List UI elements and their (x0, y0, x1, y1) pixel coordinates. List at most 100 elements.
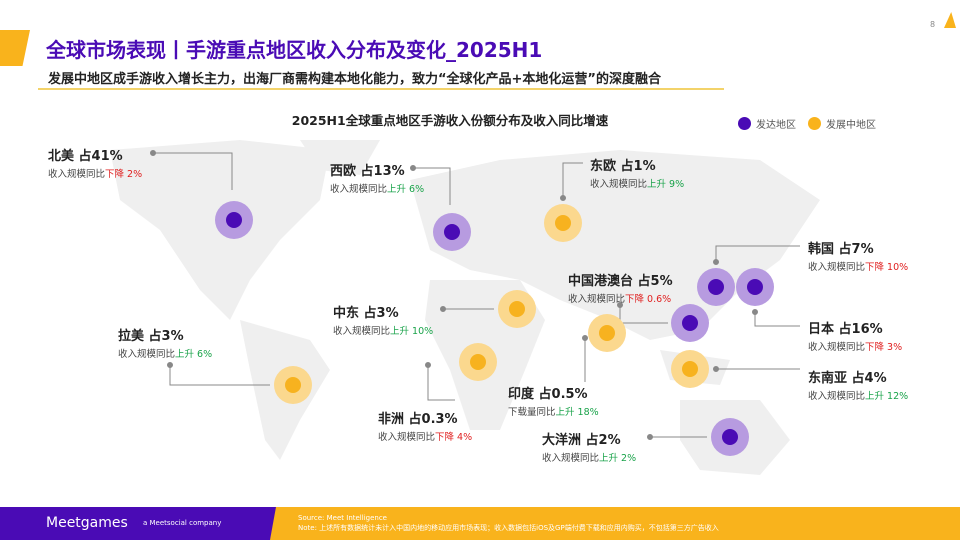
region-label: 非洲 占0.3% 收入规模同比下降 4% (378, 408, 472, 443)
region-name: 韩国 占7% (808, 242, 874, 257)
page-number: 8 (930, 20, 936, 29)
region-stat: 收入规模同比上升 12% (808, 388, 908, 402)
region-name: 非洲 占0.3% (378, 412, 458, 427)
metric-label: 收入规模同比 (118, 349, 176, 360)
region-name: 东南亚 占4% (808, 371, 887, 386)
region-name: 大洋洲 占2% (542, 433, 621, 448)
leader-dot (647, 434, 653, 440)
region-stat: 收入规模同比下降 4% (378, 429, 472, 443)
developed-dot-icon (738, 117, 751, 130)
leader-dot (582, 335, 588, 341)
world-map (110, 140, 820, 475)
change-value: 上升 6% (175, 349, 213, 360)
legend-label: 发展中地区 (826, 120, 876, 131)
leader-line (754, 312, 800, 327)
bubble-inner (708, 279, 724, 295)
region-label: 东南亚 占4% 收入规模同比上升 12% (808, 367, 908, 402)
bubble-inner (722, 429, 738, 445)
metric-label: 收入规模同比 (590, 179, 648, 190)
region-name: 印度 占0.5% (508, 387, 588, 402)
metric-label: 收入规模同比 (330, 184, 388, 195)
metric-label: 下载量同比 (508, 407, 556, 418)
leader-line (169, 365, 270, 386)
region-stat: 收入规模同比上升 6% (330, 181, 424, 195)
metric-label: 收入规模同比 (542, 453, 600, 464)
metric-label: 收入规模同比 (48, 169, 106, 180)
change-value: 上升 9% (647, 179, 685, 190)
metric-label: 收入规模同比 (378, 432, 436, 443)
change-value: 上升 10% (390, 326, 434, 337)
change-value: 上升 18% (555, 407, 599, 418)
region-label: 大洋洲 占2% 收入规模同比上升 2% (542, 429, 636, 464)
footer-source: Source: Meet Intelligence Note: 上述所有数据统计未… (298, 513, 719, 533)
region-label: 拉美 占3% 收入规模同比上升 6% (118, 325, 212, 360)
change-value: 上升 2% (599, 453, 637, 464)
leader-line (427, 365, 455, 401)
bubble-inner (470, 354, 486, 370)
leader-line (715, 245, 800, 262)
region-stat: 收入规模同比下降 10% (808, 259, 908, 273)
leader-dot (167, 362, 173, 368)
metric-label: 收入规模同比 (808, 262, 866, 273)
region-stat: 下载量同比上升 18% (508, 404, 599, 418)
page-subtitle: 发展中地区成手游收入增长主力，出海厂商需构建本地化能力，致力“全球化产品+本地化… (48, 72, 661, 87)
subtitle-underline (38, 88, 724, 90)
region-name: 中国港澳台 占5% (568, 274, 673, 289)
region-label: 韩国 占7% 收入规模同比下降 10% (808, 238, 908, 273)
bubble-inner (555, 215, 571, 231)
region-stat: 收入规模同比下降 2% (48, 166, 142, 180)
bubble-inner (226, 212, 242, 228)
region-label: 中国港澳台 占5% 收入规模同比下降 0.6% (568, 270, 673, 305)
greenland-shape (300, 140, 380, 175)
source-text: Source: Meet Intelligence (298, 514, 387, 522)
meetgames-logo: Meetgames (46, 515, 128, 531)
bubble-inner (444, 224, 460, 240)
note-text: Note: 上述所有数据统计未计入中国内地的移动应用市场表现；收入数据包括iOS… (298, 524, 719, 532)
footer-note-bar (270, 507, 960, 540)
region-label: 印度 占0.5% 下载量同比上升 18% (508, 383, 599, 418)
change-value: 上升 12% (865, 391, 909, 402)
leader-dot (713, 259, 719, 265)
region-label: 中东 占3% 收入规模同比上升 10% (333, 302, 433, 337)
metric-label: 收入规模同比 (568, 294, 626, 305)
bubble-inner (285, 377, 301, 393)
bubble-inner (682, 315, 698, 331)
corner-logo-icon (944, 12, 956, 28)
leader-dot (713, 366, 719, 372)
page-title: 全球市场表现丨手游重点地区收入分布及变化_2025H1 (46, 38, 543, 62)
bubble-inner (509, 301, 525, 317)
change-value: 下降 10% (865, 262, 909, 273)
region-stat: 收入规模同比上升 6% (118, 346, 212, 360)
region-name: 中东 占3% (333, 306, 399, 321)
region-name: 东欧 占1% (590, 159, 656, 174)
legend-developing: 发展中地区 (808, 116, 876, 131)
region-label: 北美 占41% 收入规模同比下降 2% (48, 145, 142, 180)
leader-dot (560, 195, 566, 201)
legend-label: 发达地区 (756, 120, 796, 131)
leader-dot (617, 302, 623, 308)
leader-dot (440, 306, 446, 312)
title-accent (0, 30, 30, 66)
region-stat: 收入规模同比下降 3% (808, 339, 902, 353)
leader-dot (752, 309, 758, 315)
bubble-inner (747, 279, 763, 295)
footer-tagline: a Meetsocial company (143, 519, 222, 527)
change-value: 下降 2% (105, 169, 143, 180)
change-value: 下降 4% (435, 432, 473, 443)
change-value: 下降 3% (865, 342, 903, 353)
bubble-inner (682, 361, 698, 377)
region-label: 西欧 占13% 收入规模同比上升 6% (330, 160, 424, 195)
metric-label: 收入规模同比 (333, 326, 391, 337)
region-stat: 收入规模同比上升 2% (542, 450, 636, 464)
change-value: 上升 6% (387, 184, 425, 195)
metric-label: 收入规模同比 (808, 342, 866, 353)
metric-label: 收入规模同比 (808, 391, 866, 402)
leader-line (153, 152, 233, 190)
region-label: 日本 占16% 收入规模同比下降 3% (808, 318, 902, 353)
region-stat: 收入规模同比上升 9% (590, 176, 684, 190)
region-stat: 收入规模同比下降 0.6% (568, 291, 673, 305)
bubble-inner (599, 325, 615, 341)
region-name: 日本 占16% (808, 322, 883, 337)
region-stat: 收入规模同比上升 10% (333, 323, 433, 337)
region-name: 拉美 占3% (118, 329, 184, 344)
